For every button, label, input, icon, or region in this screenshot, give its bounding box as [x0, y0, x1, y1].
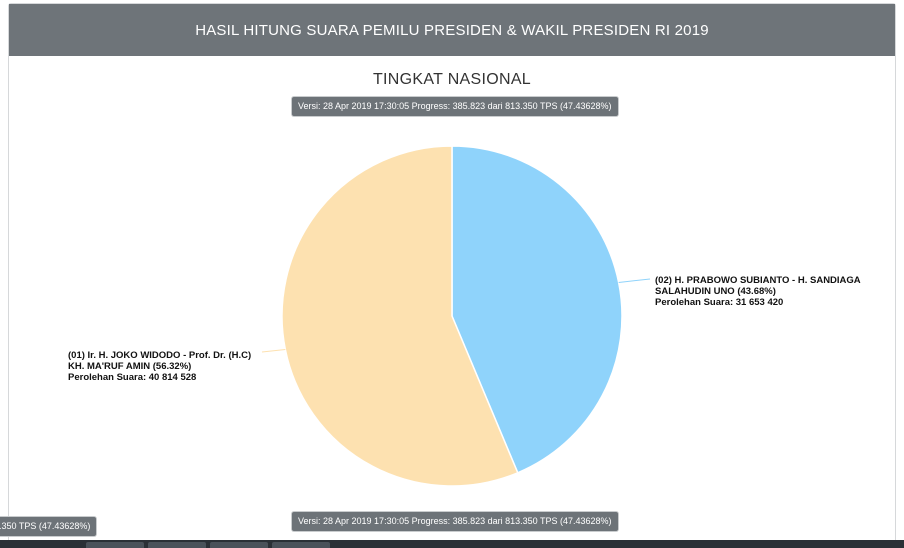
slice-label-prabowo-votes: Perolehan Suara: 31 653 420 [655, 297, 784, 308]
slice-label-jokowi-name-1: (01) Ir. H. JOKO WIDODO - Prof. Dr. (H.C… [68, 350, 252, 361]
version-progress-badge-top: Versi: 28 Apr 2019 17:30:05 Progress: 38… [292, 97, 618, 116]
taskbar-button[interactable] [86, 542, 144, 548]
connector-line-jokowi [261, 349, 286, 353]
taskbar-button[interactable] [148, 542, 206, 548]
taskbar-button[interactable] [272, 542, 330, 548]
pie-slice-prabowo[interactable] [451, 145, 623, 474]
slice-label-prabowo-name-2: SALAHUDIN UNO (43.68%) [655, 286, 776, 297]
slice-label-prabowo-name-1: (02) H. PRABOWO SUBIANTO - H. SANDIAGA [655, 275, 861, 286]
page-title: HASIL HITUNG SUARA PEMILU PRESIDEN & WAK… [195, 21, 709, 39]
panel-header: HASIL HITUNG SUARA PEMILU PRESIDEN & WAK… [9, 4, 895, 56]
version-progress-badge-bottom: Versi: 28 Apr 2019 17:30:05 Progress: 38… [292, 512, 618, 531]
connector-line-prabowo [618, 278, 651, 283]
slice-label-jokowi: (01) Ir. H. JOKO WIDODO - Prof. Dr. (H.C… [68, 350, 278, 383]
taskbar-button[interactable] [210, 542, 268, 548]
slice-label-jokowi-votes: Perolehan Suara: 40 814 528 [68, 372, 197, 383]
chart-title: TINGKAT NASIONAL [372, 71, 532, 88]
slice-label-jokowi-name-2: KH. MA'RUF AMIN (56.32%) [68, 361, 192, 372]
slice-label-prabowo: (02) H. PRABOWO SUBIANTO - H. SANDIAGA S… [655, 275, 865, 308]
version-progress-badge-clipped: 813.350 TPS (47.43628%) [0, 517, 97, 536]
os-taskbar [0, 540, 904, 548]
